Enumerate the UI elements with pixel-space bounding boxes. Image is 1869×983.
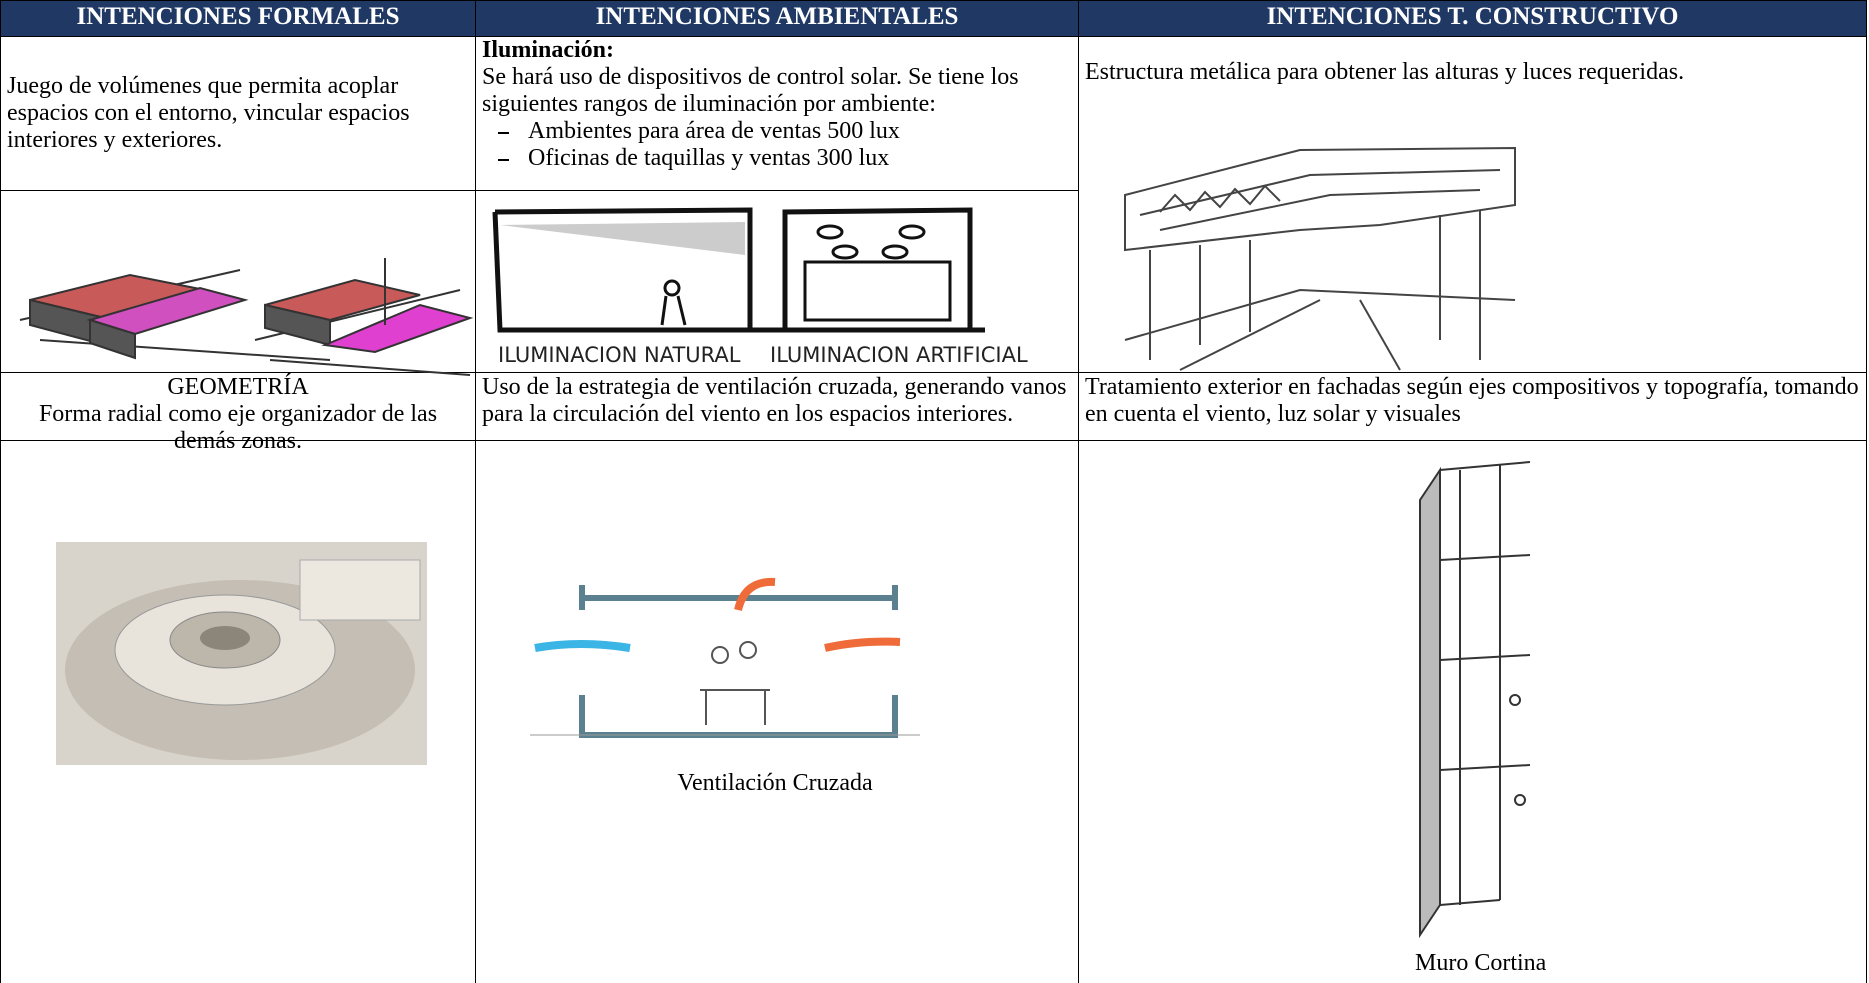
- text: Estructura metálica para obtener las alt…: [1085, 59, 1685, 85]
- drawing-polygon: [321, 303, 474, 354]
- bullet: [498, 132, 509, 134]
- drawing-ellipse: [200, 626, 250, 650]
- cell: Iluminación: Se hará uso de dispositivos…: [475, 36, 1079, 191]
- header: INTENCIONES T. CONSTRUCTIVO: [1266, 3, 1679, 30]
- drawing-path: [660, 295, 687, 326]
- drawing-circle: [1509, 694, 1521, 706]
- caption: Muro Cortina: [1415, 950, 1547, 976]
- caption: Ventilación Cruzada: [677, 770, 873, 796]
- list-item: Ambientes para área de ventas 500 lux: [498, 118, 1072, 145]
- text: Ambientes para área de ventas 500 lux: [528, 118, 900, 144]
- drawing-path: [700, 689, 770, 725]
- cell: Uso de la estrategia de ventilación cruz…: [475, 372, 1079, 441]
- drawing-path: [1419, 466, 1441, 939]
- drawing-path: [1139, 169, 1501, 231]
- text: Forma radial como eje organizador de las…: [38, 401, 438, 454]
- drawing-path: [1149, 210, 1481, 360]
- drawing-polygon: [89, 318, 136, 360]
- cell: Tratamiento exterior en fachadas según e…: [1078, 372, 1867, 441]
- drawing-line: [269, 359, 471, 376]
- drawing-ellipse: [881, 244, 909, 260]
- header: INTENCIONES AMBIENTALES: [595, 3, 959, 30]
- drawing-path: [1124, 146, 1516, 252]
- ventilation-sketch: [530, 577, 920, 738]
- text: Tratamiento exterior en fachadas según e…: [1085, 374, 1859, 427]
- lighting-sketch: [492, 207, 985, 333]
- drawing-line: [39, 339, 331, 361]
- text: Oficinas de taquillas y ventas 300 lux: [528, 145, 890, 171]
- text: Se hará uso de dispositivos de control s…: [482, 64, 1019, 117]
- list-item: Oficinas de taquillas y ventas 300 lux: [498, 145, 1072, 172]
- drawing-path: [579, 695, 898, 738]
- image-label: ILUMINACION ARTIFICIAL: [770, 343, 1028, 367]
- drawing-circle: [711, 646, 729, 664]
- drawing-path: [824, 637, 901, 652]
- drawing-path: [534, 640, 631, 652]
- curtain-wall-sketch: [1419, 461, 1531, 939]
- text-title: Iluminación:: [482, 37, 615, 63]
- list: Ambientes para área de ventas 500 lux Of…: [482, 118, 1072, 172]
- bullet: [498, 159, 509, 161]
- drawing-path: [1159, 184, 1281, 213]
- drawing-ellipse: [831, 244, 859, 260]
- drawing-path: [803, 260, 952, 322]
- header: INTENCIONES FORMALES: [76, 3, 400, 30]
- drawing-path: [1124, 288, 1516, 371]
- drawing-rect: [299, 559, 421, 621]
- cell: [1078, 440, 1867, 983]
- text: Uso de la estrategia de ventilación cruz…: [482, 374, 1067, 427]
- image-label: ILUMINACION NATURAL: [498, 343, 741, 367]
- drawing-path: [1459, 465, 1501, 905]
- drawing-circle: [739, 641, 757, 659]
- drawing-ellipse: [898, 224, 926, 240]
- text: Juego de volúmenes que permita acoplar e…: [7, 73, 410, 153]
- truss-sketch: [1124, 146, 1516, 371]
- model-photo: [56, 542, 427, 765]
- drawing-path: [734, 577, 776, 612]
- cell: GEOMETRÍA Forma radial como eje organizad…: [0, 372, 476, 454]
- drawing-path: [1439, 461, 1531, 906]
- drawing-path: [492, 207, 770, 333]
- drawing-circle: [1514, 794, 1526, 806]
- drawing-circle: [663, 279, 681, 297]
- header-cell: INTENCIONES T. CONSTRUCTIVO: [1078, 0, 1867, 37]
- header-cell: INTENCIONES FORMALES: [0, 0, 476, 37]
- drawing-polygon: [500, 222, 745, 255]
- drawing-ellipse: [816, 224, 844, 240]
- text-title: GEOMETRÍA: [167, 374, 309, 400]
- drawing-path: [770, 207, 985, 333]
- volumes-sketch: [19, 258, 474, 376]
